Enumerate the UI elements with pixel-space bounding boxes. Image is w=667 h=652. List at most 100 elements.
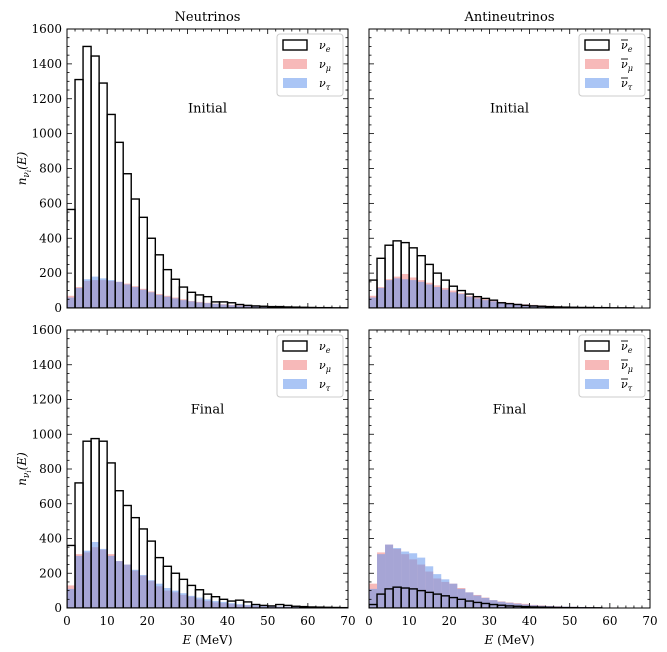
bar-nu_tau	[83, 279, 92, 308]
legend-label-nu_e: νe	[621, 39, 633, 54]
bar-nu_tau	[115, 281, 124, 308]
bar-nu_tau	[107, 555, 116, 608]
legend-label-nu_e: νe	[319, 39, 331, 54]
bar-nu_tau	[513, 303, 522, 308]
panel-annotation: Final	[493, 402, 526, 417]
legend: νe νμ ντ	[276, 33, 344, 97]
bar-nu_tau	[75, 555, 84, 608]
bar-nu_tau	[187, 301, 196, 308]
bar-nu_tau	[107, 280, 116, 308]
legend: νe νμ ντ	[578, 33, 646, 97]
legend-swatch-nu_mu	[283, 59, 307, 69]
legend-swatch-nu_mu	[585, 360, 609, 370]
panel-annotation: Final	[191, 402, 224, 417]
bar-nu_tau	[441, 579, 450, 608]
x-tick-label: 50	[562, 614, 577, 628]
y-tick-label: 200	[39, 266, 62, 280]
bar-nu_tau	[243, 604, 252, 608]
bar-nu_tau	[441, 289, 450, 308]
bar-nu_tau	[409, 553, 418, 608]
legend-label-nu_mu: νμ	[621, 359, 633, 374]
legend-swatch-nu_tau	[283, 379, 307, 389]
y-axis-label: nνi(E)	[15, 151, 33, 185]
bar-nu_tau	[393, 548, 402, 608]
legend-label-nu_tau: ντ	[621, 378, 633, 393]
bar-nu_tau	[385, 280, 394, 308]
bar-nu_tau	[401, 551, 410, 608]
bar-nu_tau	[473, 298, 482, 308]
bar-nu_tau	[123, 564, 132, 608]
bar-nu_tau	[465, 296, 474, 308]
bar-nu_tau	[425, 284, 434, 308]
bar-nu_tau	[251, 605, 260, 608]
bar-nu_tau	[417, 557, 426, 608]
plot-area	[67, 45, 348, 308]
x-tick-label: 30	[482, 614, 497, 628]
bar-nu_tau	[377, 287, 386, 308]
bar-nu_e	[275, 603, 285, 608]
panel-annotation: Initial	[188, 102, 227, 117]
y-tick-label: 200	[39, 566, 62, 580]
legend-label-nu_mu: νμ	[621, 58, 633, 73]
bar-nu_tau	[369, 588, 378, 608]
bar-nu_tau	[147, 580, 156, 608]
bar-nu_tau	[139, 289, 148, 308]
bar-nu_tau	[457, 588, 466, 608]
bar-nu_tau	[75, 287, 84, 308]
y-tick-label: 1200	[31, 92, 62, 106]
bar-nu_tau	[171, 590, 180, 608]
bar-nu_tau	[243, 306, 252, 308]
bar-nu_tau	[123, 284, 132, 308]
bar-nu_tau	[401, 279, 410, 308]
legend-label-nu_tau: ντ	[621, 77, 633, 92]
bar-nu_tau	[505, 303, 514, 308]
legend: νe νμ ντ	[578, 334, 646, 398]
plot-area	[369, 544, 650, 608]
y-tick-label: 1600	[31, 323, 62, 337]
bar-nu_tau	[377, 554, 386, 608]
x-tick-label: 60	[602, 614, 617, 628]
bar-nu_e	[90, 55, 100, 308]
x-tick-label: 10	[402, 614, 417, 628]
y-tick-label: 800	[39, 162, 62, 176]
y-tick-label: 1000	[31, 427, 62, 441]
y-tick-label: 600	[39, 196, 62, 210]
bar-nu_tau	[179, 593, 188, 608]
legend-swatch-nu_tau	[585, 78, 609, 88]
x-tick-label: 60	[300, 614, 315, 628]
legend-label-nu_tau: ντ	[319, 378, 331, 393]
bar-nu_tau	[195, 597, 204, 608]
panel-nu-initial: 0 200 400 600 800 1000 1200 1400 1600 nνi(E) Neutr…	[15, 10, 349, 315]
x-axis-label: E (MeV)	[182, 633, 233, 647]
bar-nu_tau	[67, 588, 76, 608]
y-tick-label: 400	[39, 532, 62, 546]
x-tick-label: 30	[180, 614, 195, 628]
bar-nu_tau	[163, 588, 172, 608]
plot-area	[369, 240, 650, 308]
bar-nu_e	[74, 78, 84, 308]
bar-nu_tau	[489, 301, 498, 308]
legend-swatch-nu_mu	[585, 59, 609, 69]
bar-nu_tau	[259, 605, 268, 608]
y-tick-label: 0	[54, 601, 62, 615]
y-tick-label: 400	[39, 231, 62, 245]
bar-nu_tau	[131, 287, 140, 308]
bar-nu_tau	[83, 550, 92, 608]
bar-nu_tau	[187, 595, 196, 608]
bar-nu_tau	[155, 294, 164, 308]
x-tick-label: 20	[140, 614, 155, 628]
bar-nu_tau	[115, 561, 124, 608]
bar-nu_tau	[219, 601, 228, 608]
x-tick-label: 20	[442, 614, 457, 628]
bar-nu_tau	[497, 302, 506, 308]
bar-nu_tau	[433, 287, 442, 308]
legend-swatch-nu_tau	[585, 379, 609, 389]
x-tick-label: 40	[220, 614, 235, 628]
panel-title: Neutrinos	[175, 10, 241, 25]
x-tick-label: 40	[522, 614, 537, 628]
bar-nu_tau	[91, 276, 100, 308]
legend-label-nu_tau: ντ	[319, 77, 331, 92]
legend-label-nu_e: νe	[621, 340, 633, 355]
bar-nu_tau	[267, 606, 276, 608]
x-tick-label: 50	[260, 614, 275, 628]
